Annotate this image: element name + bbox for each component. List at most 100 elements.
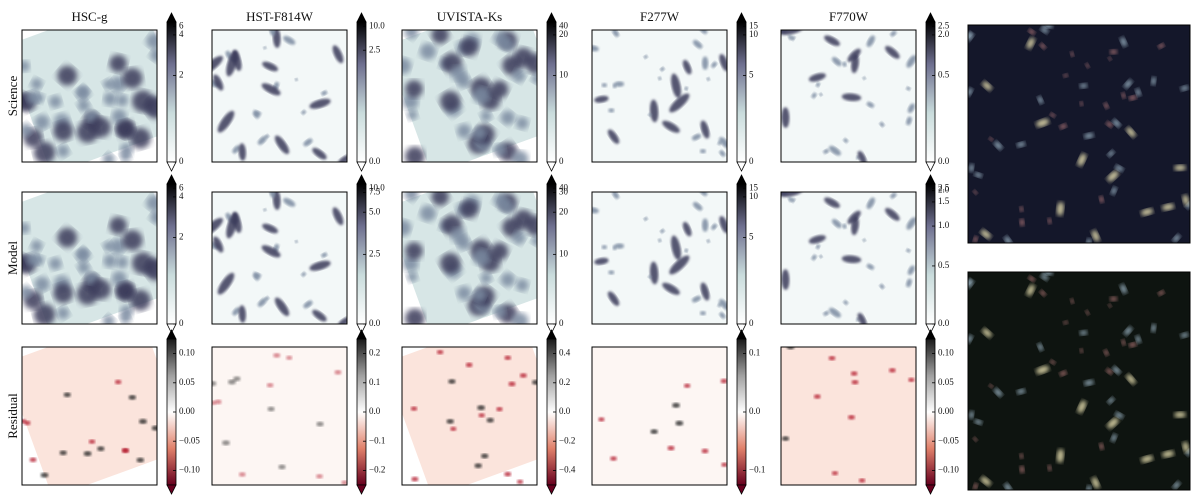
- source-blob: [601, 83, 608, 88]
- colorbar-tick-label: 0.2: [369, 348, 380, 358]
- source-blob: [612, 192, 620, 199]
- source-blob: [682, 59, 692, 75]
- colorbar-extend-bottom: [736, 161, 747, 172]
- source-blob: [691, 295, 702, 303]
- rgb-source: [1091, 230, 1100, 242]
- source-blob: [262, 223, 279, 234]
- rgb-source: [1107, 417, 1119, 429]
- source-blob: [671, 73, 682, 99]
- source-blob: [907, 103, 915, 114]
- source-blob: [851, 216, 859, 236]
- rgb-source: [1108, 56, 1112, 61]
- source-blob: [103, 92, 117, 106]
- colorbar-tick-label: 0: [559, 156, 564, 166]
- rgb-source: [1028, 29, 1035, 35]
- residual-spot: [88, 439, 96, 444]
- residual-spot: [465, 362, 473, 368]
- source-blob: [719, 299, 727, 311]
- colorbar-tick-label: −0.1: [749, 464, 765, 474]
- residual-spot: [508, 381, 516, 387]
- residual-spot: [212, 381, 217, 387]
- source-blob: [111, 271, 127, 286]
- residual-spot: [851, 379, 859, 385]
- source-blob: [829, 145, 841, 156]
- colorbar-tick-label: 0.4: [559, 348, 571, 358]
- colorbar-tick-label: 10.0: [369, 182, 385, 192]
- colorbar: [356, 21, 367, 163]
- residual-spot: [273, 353, 281, 358]
- colorbar-tick-label: 15: [749, 182, 759, 192]
- rgb-source: [1135, 88, 1141, 97]
- residual-spot: [650, 429, 658, 435]
- source-blob: [692, 40, 703, 49]
- source-blob: [594, 257, 609, 265]
- rgb-source: [1140, 208, 1154, 216]
- colorbar: [736, 183, 747, 325]
- colorbar-tick-label: 0.5: [938, 260, 950, 270]
- panel-frame: [591, 191, 728, 325]
- residual-spot: [446, 419, 454, 424]
- source-blob: [643, 55, 648, 59]
- source-blob: [662, 120, 680, 133]
- colorbar-extend-top: [166, 329, 177, 340]
- residual-spot: [83, 451, 92, 457]
- rgb-source: [1111, 433, 1117, 442]
- source-blob: [906, 55, 916, 68]
- rgb-source: [1172, 234, 1181, 243]
- residual-spot: [128, 395, 137, 400]
- source-blob: [129, 289, 151, 311]
- source-blob: [781, 269, 790, 290]
- colorbar-tick-label: 2.0: [938, 29, 950, 39]
- source-blob: [614, 81, 625, 87]
- residual-spot: [436, 350, 444, 355]
- rgb-source: [1026, 284, 1035, 296]
- residual-spot: [478, 413, 485, 418]
- residual-spot: [667, 445, 675, 451]
- source-blob: [122, 68, 143, 89]
- source-blob: [706, 239, 710, 243]
- residual-spot: [151, 425, 157, 431]
- source-blob: [146, 33, 157, 50]
- colorbar-tick-label: 15: [749, 20, 759, 30]
- source-blob: [691, 133, 702, 141]
- colorbar-tick-label: 1.5: [938, 196, 950, 206]
- source-blob: [866, 101, 875, 108]
- rgb-source: [1121, 339, 1126, 346]
- rgb-source: [1120, 37, 1127, 47]
- panel-frame: [780, 191, 917, 325]
- rgb-source: [1019, 218, 1025, 227]
- colorbar-tick-label: 0.0: [369, 156, 381, 166]
- source-blob: [294, 78, 298, 82]
- rgb-source: [1019, 206, 1024, 212]
- source-blob: [711, 61, 717, 68]
- source-blob: [338, 154, 347, 162]
- source-blob: [309, 98, 331, 109]
- rgb-source: [1103, 102, 1109, 109]
- panel-image: [781, 347, 916, 485]
- rgb-source: [1161, 450, 1175, 458]
- rgb-source: [1040, 274, 1049, 281]
- colorbar-tick-label: −0.2: [369, 464, 385, 474]
- colorbar-tick-label: −0.05: [179, 435, 200, 445]
- source-blob: [649, 99, 659, 123]
- rgb-source: [1106, 368, 1113, 375]
- source-blob: [866, 197, 875, 210]
- source-blob: [109, 54, 127, 73]
- source-blob: [823, 148, 830, 154]
- source-blob: [439, 90, 461, 112]
- source-blob: [321, 90, 328, 96]
- rgb-source: [994, 141, 1003, 150]
- colorbar-tick-label: 40: [559, 182, 569, 192]
- panel-image: [592, 192, 727, 324]
- source-blob: [405, 80, 423, 98]
- rgb-source: [1114, 412, 1124, 419]
- source-blob: [781, 107, 790, 128]
- colorbar: [925, 21, 936, 163]
- source-blob: [303, 300, 313, 309]
- colorbar-tick-label: 20: [559, 206, 569, 216]
- residual-spot: [411, 476, 419, 482]
- source-blob: [671, 235, 682, 261]
- source-blob: [253, 112, 260, 119]
- source-blob: [404, 30, 419, 39]
- source-blob: [301, 271, 306, 277]
